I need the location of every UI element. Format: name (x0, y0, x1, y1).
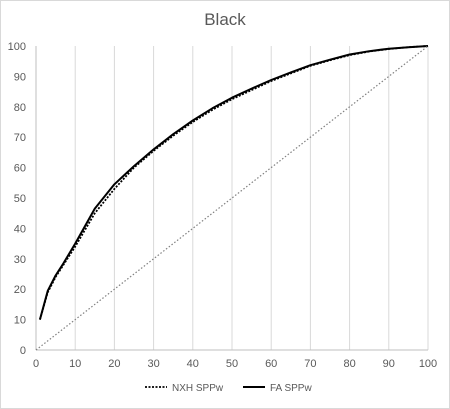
x-tick-label: 70 (304, 358, 316, 370)
y-tick-label: 90 (14, 71, 26, 83)
chart-title: Black (204, 10, 246, 29)
axes (35, 46, 428, 351)
x-tick-label: 80 (343, 358, 355, 370)
y-tick-label: 70 (14, 132, 26, 144)
grid-lines (74, 46, 429, 350)
y-tick-label: 30 (14, 254, 26, 266)
x-tick-label: 90 (383, 358, 395, 370)
x-tick-label: 40 (187, 358, 199, 370)
y-tick-label: 10 (14, 315, 26, 327)
series-lines (35, 45, 429, 351)
legend: NXH SPPw FA SPPw (145, 383, 312, 394)
x-tick-label: 100 (419, 358, 437, 370)
series-line-nxh-sppw (39, 45, 429, 320)
x-tick-label: 30 (147, 358, 159, 370)
x-tick-label: 60 (265, 358, 277, 370)
legend-label-fa-sppw: FA SPPw (270, 383, 312, 394)
y-tick-label: 100 (8, 41, 26, 53)
x-tick-label: 0 (33, 358, 39, 370)
x-tick-label: 20 (108, 358, 120, 370)
reference-diagonal-line (35, 45, 429, 351)
y-tick-label: 40 (14, 223, 26, 235)
y-tick-label: 80 (14, 102, 26, 114)
tick-labels: 0 10 20 30 40 50 60 70 80 90 100 0 10 20 30 40 50 60 70 80 9… (8, 41, 438, 370)
y-tick-label: 0 (20, 345, 26, 357)
y-tick-label: 50 (14, 193, 26, 205)
y-tick-label: 60 (14, 163, 26, 175)
x-tick-label: 10 (69, 358, 81, 370)
series-line-fa-sppw (38, 45, 429, 320)
y-tick-label: 20 (14, 284, 26, 296)
legend-label-nxh-sppw: NXH SPPw (172, 383, 224, 394)
x-tick-label: 50 (226, 358, 238, 370)
